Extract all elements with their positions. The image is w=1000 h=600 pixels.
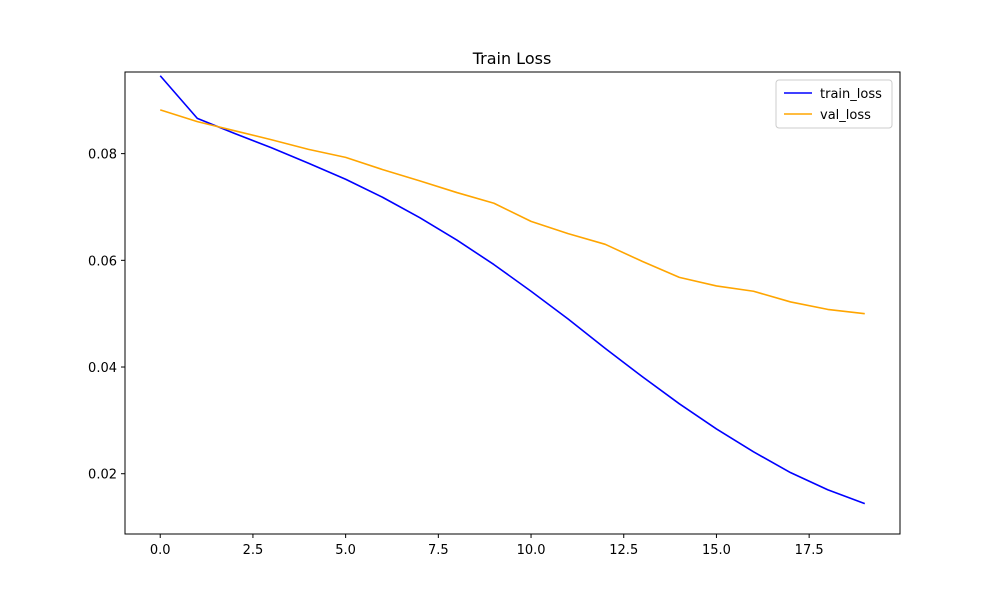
x-tick-label: 17.5 — [795, 543, 824, 558]
x-tick-label: 12.5 — [609, 543, 638, 558]
x-tick-label: 10.0 — [517, 543, 546, 558]
axes: 0.0 2.5 5.0 7.5 10.0 12.5 15.0 17.5 0.02 0.04 0.06… — [88, 71, 901, 558]
x-tick-label: 0.0 — [150, 543, 171, 558]
series-line-train-loss — [159, 75, 866, 505]
legend: train_loss val_loss — [775, 79, 893, 129]
x-tick-label: 7.5 — [428, 543, 449, 558]
y-tick-label: 0.08 — [88, 148, 117, 163]
x-tick-label: 5.0 — [335, 543, 356, 558]
series-line-val-loss — [159, 109, 865, 315]
series-lines — [159, 75, 866, 505]
plot-frame — [124, 71, 901, 535]
x-tick-label: 2.5 — [243, 543, 264, 558]
chart-title: Train Loss — [472, 49, 552, 68]
y-tick-label: 0.04 — [88, 361, 117, 376]
legend-box — [775, 79, 893, 129]
y-tick-label: 0.02 — [88, 468, 117, 483]
x-tick-label: 15.0 — [702, 543, 731, 558]
legend-label-train-loss: train_loss — [820, 87, 882, 102]
legend-label-val-loss: val_loss — [820, 108, 871, 123]
y-tick-label: 0.06 — [88, 254, 117, 269]
